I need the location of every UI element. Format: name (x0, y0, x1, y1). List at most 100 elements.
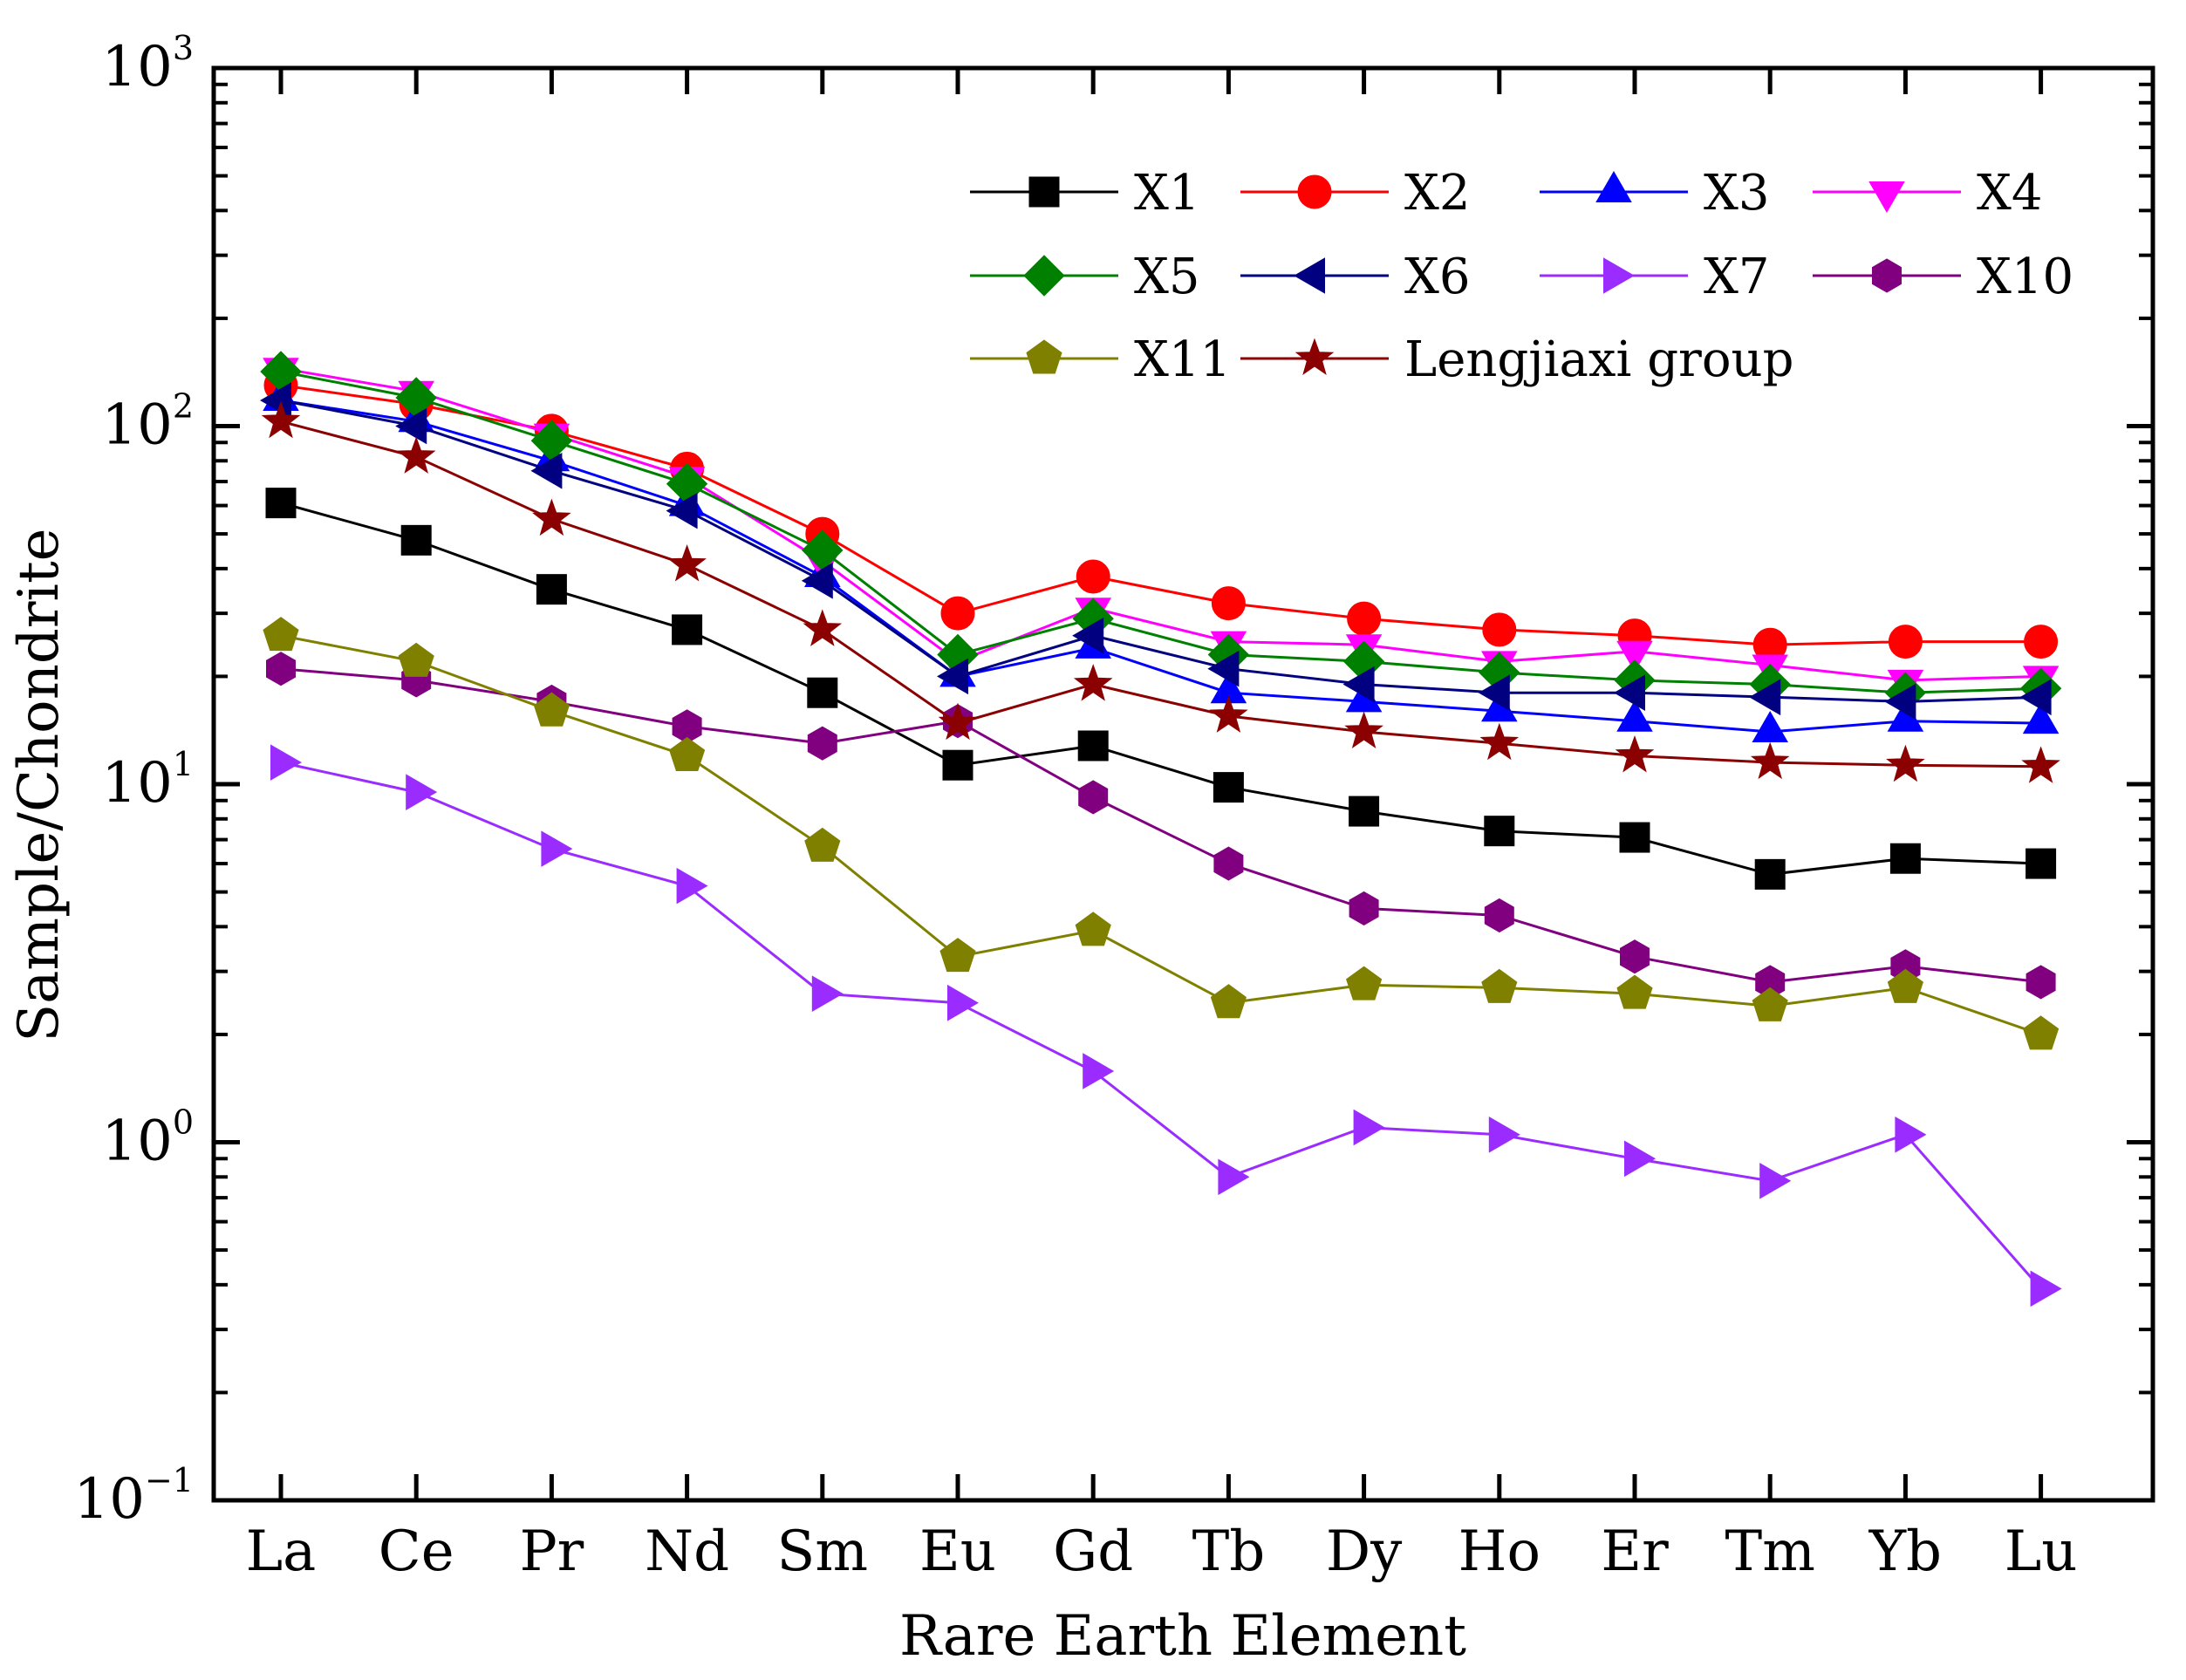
data-point (1613, 674, 1645, 711)
x-tick-label: Yb (1868, 1520, 1942, 1584)
x-axis-title: Rare Earth Element (899, 1604, 1466, 1669)
data-point (1078, 780, 1109, 815)
data-point (811, 975, 844, 1012)
series-line (280, 366, 2041, 682)
data-point (400, 524, 432, 556)
x-tick-label: Pr (520, 1520, 584, 1584)
data-point (936, 658, 968, 695)
data-point (940, 596, 975, 631)
legend-marker (1026, 339, 1062, 374)
legend-entry: Lengjiaxi group (1240, 331, 1793, 388)
series-x1 (265, 488, 2057, 890)
data-point (1349, 891, 1379, 925)
y-tick-label: 102 (101, 387, 194, 458)
data-point (1083, 1053, 1115, 1089)
data-point (803, 609, 843, 646)
data-point (1210, 984, 1247, 1019)
data-point (1616, 700, 1653, 732)
data-point (672, 614, 703, 645)
data-point (1484, 898, 1514, 933)
x-axis: La Ce Pr Nd Sm Eu Gd Tb Dy Ho Er Tm Yb Lu (246, 68, 2078, 1584)
data-point (1619, 822, 1650, 853)
data-point (1344, 711, 1383, 748)
y-tick-label: 100 (101, 1103, 194, 1174)
series-lengjiaxi-group (261, 400, 2060, 783)
data-point (1342, 666, 1375, 703)
x-tick-label: Lu (2005, 1520, 2078, 1584)
data-point (1077, 730, 1109, 761)
data-point (265, 488, 297, 519)
x-tick-label: Sm (777, 1520, 869, 1584)
legend-marker (1868, 181, 1905, 214)
data-point (1616, 974, 1653, 1009)
data-point (667, 544, 707, 582)
legend-entry: X6 (1240, 249, 1471, 305)
data-point (1755, 965, 1786, 1000)
data-point (1478, 674, 1510, 711)
series-line (280, 634, 2042, 1036)
data-point (1479, 722, 1520, 761)
legend-label: X10 (1977, 249, 2073, 305)
legend-entry: X10 (1813, 249, 2073, 305)
data-point (1886, 744, 1925, 782)
data-point (1895, 1117, 1927, 1153)
data-point (1211, 586, 1246, 621)
data-point (533, 692, 570, 727)
legend-label: X3 (1704, 165, 1770, 222)
x-tick-label: Tm (1725, 1520, 1815, 1584)
x-tick-label: Ho (1458, 1520, 1540, 1584)
series-line (280, 761, 2042, 1290)
legend-entry: X11 (970, 331, 1231, 388)
data-point (1073, 664, 1113, 701)
data-point (1213, 772, 1244, 803)
data-point (530, 453, 563, 489)
data-point (1213, 846, 1244, 881)
y-tick-label: 103 (101, 29, 194, 99)
series-line (280, 370, 2041, 694)
x-tick-label: Dy (1326, 1520, 1402, 1584)
data-point (1076, 559, 1110, 594)
data-point (1353, 1109, 1385, 1146)
legend-label: X6 (1404, 249, 1471, 305)
x-tick-label: Tb (1192, 1520, 1266, 1584)
series-line (280, 399, 2041, 703)
data-point (396, 436, 436, 474)
data-point (666, 492, 698, 529)
data-point (1752, 987, 1788, 1021)
series-x10 (266, 652, 2056, 1000)
data-point (1752, 710, 1788, 742)
legend-marker (1297, 174, 1332, 209)
data-point (1207, 650, 1240, 687)
data-point (2025, 848, 2057, 879)
data-point (1218, 1158, 1250, 1196)
data-point (1484, 816, 1515, 847)
data-point (1754, 858, 1786, 890)
legend-marker (1603, 257, 1636, 294)
data-point (1616, 640, 1653, 673)
legend: X1 X2 X3 X4 X5 X6 X7 X10 X11 Lengjiaxi group (970, 165, 2073, 388)
data-point (1887, 968, 1923, 1003)
legend-label: X11 (1134, 331, 1231, 388)
data-point (2022, 702, 2060, 734)
series-layer (259, 351, 2062, 1308)
data-point (1888, 625, 1923, 659)
data-point (669, 736, 706, 771)
data-point (1889, 843, 1921, 874)
data-point (532, 498, 571, 536)
data-point (942, 749, 973, 781)
data-point (938, 702, 978, 741)
legend-marker (1023, 255, 1065, 297)
legend-entry: X5 (970, 249, 1200, 305)
legend-label: X1 (1134, 165, 1200, 222)
data-point (1209, 695, 1248, 733)
x-tick-label: Gd (1053, 1520, 1133, 1584)
legend-marker (1028, 176, 1060, 208)
data-point (802, 529, 844, 571)
y-tick-label: 10−1 (74, 1461, 194, 1532)
data-point (1749, 679, 1781, 716)
data-point (807, 726, 837, 761)
data-point (270, 744, 303, 781)
data-point (1481, 968, 1518, 1003)
